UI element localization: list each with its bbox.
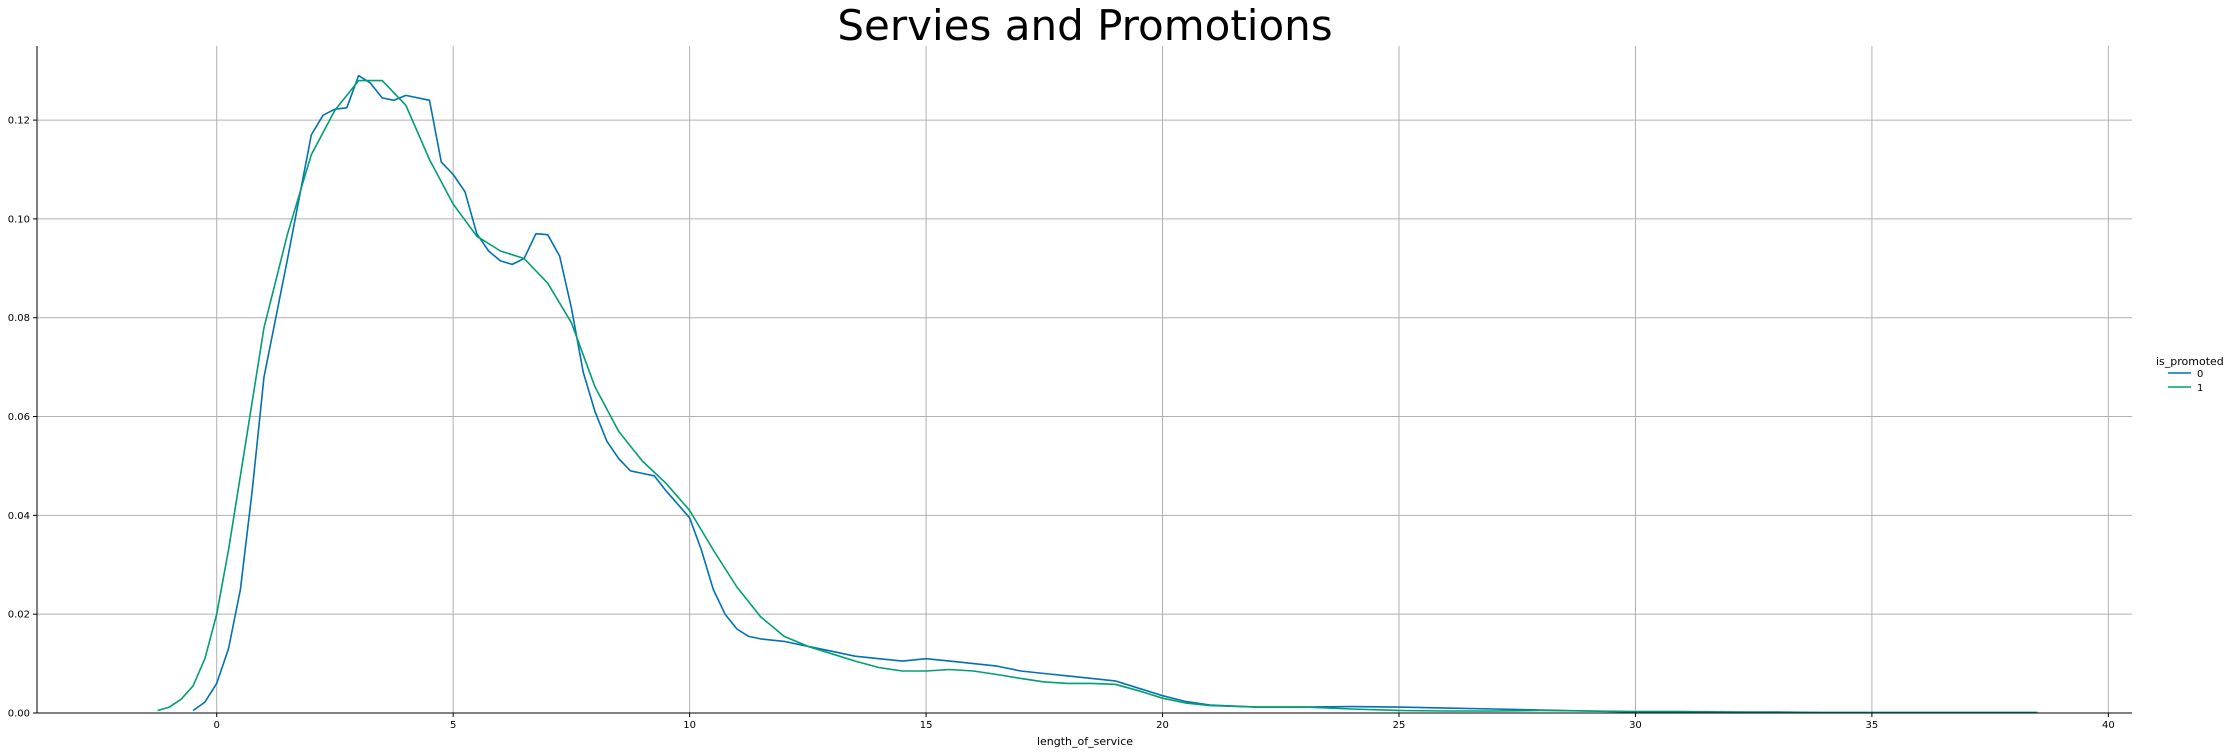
x-tick-label-3: 15 bbox=[920, 720, 933, 731]
x-tick-label-4: 20 bbox=[1156, 720, 1169, 731]
x-tick-label-1: 5 bbox=[450, 720, 456, 731]
axes-layer bbox=[36, 46, 2132, 714]
x-axis-label: length_of_service bbox=[1037, 735, 1133, 748]
y-tick-label-0: 0.00 bbox=[8, 709, 30, 720]
legend-title: is_promoted bbox=[2156, 355, 2224, 368]
series-layer bbox=[157, 74, 2038, 714]
x-tick-label-7: 35 bbox=[1866, 720, 1879, 731]
ticks-layer: 0 5 10 15 20 25 30 35 40 0.00 0.02 0.04 0.06 0.08 0.10… bbox=[8, 116, 2115, 731]
y-tick-label-3: 0.06 bbox=[8, 412, 30, 423]
grid-layer bbox=[37, 46, 2132, 713]
y-tick-label-4: 0.08 bbox=[8, 313, 30, 324]
legend-entry-0: 0 bbox=[2197, 369, 2203, 380]
y-tick-label-5: 0.10 bbox=[8, 214, 30, 225]
y-tick-label-1: 0.02 bbox=[8, 610, 30, 621]
x-tick-label-0: 0 bbox=[214, 720, 220, 731]
legend: is_promoted 0 1 bbox=[2156, 355, 2224, 394]
legend-entry-1: 1 bbox=[2197, 383, 2203, 394]
series-line-1 bbox=[157, 79, 2038, 714]
y-tick-label-2: 0.04 bbox=[8, 511, 30, 522]
x-tick-label-2: 10 bbox=[683, 720, 696, 731]
x-tick-label-8: 40 bbox=[2102, 720, 2115, 731]
chart-title: Servies and Promotions bbox=[837, 1, 1332, 50]
y-tick-label-6: 0.12 bbox=[8, 116, 30, 127]
x-tick-label-6: 30 bbox=[1629, 720, 1642, 731]
x-tick-label-5: 25 bbox=[1393, 720, 1406, 731]
series-line-0 bbox=[192, 74, 2038, 714]
